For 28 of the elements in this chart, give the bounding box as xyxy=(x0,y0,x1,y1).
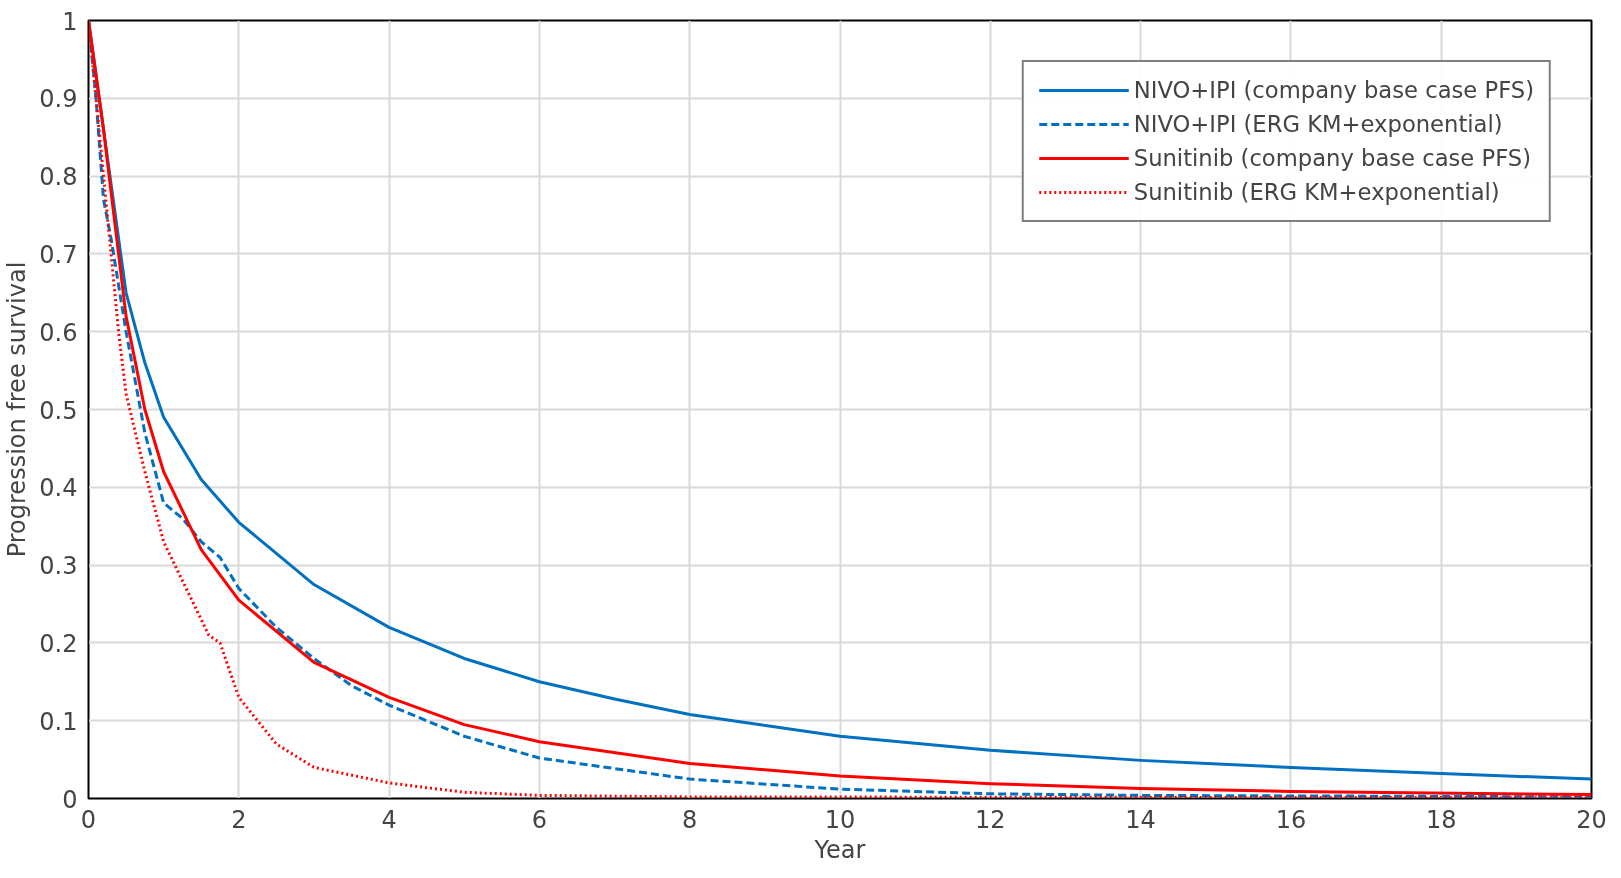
x-tick-label: 2 xyxy=(231,805,247,834)
legend-label: Sunitinib (ERG KM+exponential) xyxy=(1133,179,1500,205)
y-tick-label: 0.6 xyxy=(39,318,78,347)
y-tick-label: 0.9 xyxy=(39,85,78,114)
x-tick-label: 12 xyxy=(975,805,1006,834)
x-tick-label: 10 xyxy=(824,805,856,834)
legend-label: NIVO+IPI (company base case PFS) xyxy=(1133,77,1534,103)
y-tick-label: 0.8 xyxy=(39,163,78,192)
y-tick-label: 0.4 xyxy=(39,474,78,503)
x-tick-label: 18 xyxy=(1425,805,1457,834)
x-tick-label: 8 xyxy=(682,805,698,834)
x-tick-label: 4 xyxy=(381,805,397,834)
x-tick-label: 20 xyxy=(1576,805,1607,834)
x-tick-label: 0 xyxy=(80,805,97,834)
y-axis-title: Progression free survival xyxy=(3,261,32,558)
y-tick-label: 0.5 xyxy=(39,396,78,425)
x-tick-label: 14 xyxy=(1125,805,1156,834)
x-axis-title: Year xyxy=(813,835,866,864)
legend-label: NIVO+IPI (ERG KM+exponential) xyxy=(1133,111,1503,137)
legend-label: Sunitinib (company base case PFS) xyxy=(1133,145,1532,171)
y-tick-label: 0.1 xyxy=(39,707,78,736)
y-tick-label: 1 xyxy=(62,7,78,36)
y-tick-label: 0 xyxy=(62,785,78,814)
x-tick-label: 6 xyxy=(531,805,548,834)
y-tick-label: 0.3 xyxy=(39,552,78,581)
x-tick-label: 16 xyxy=(1275,805,1307,834)
y-tick-label: 0.7 xyxy=(39,240,78,269)
y-tick-label: 0.2 xyxy=(39,629,78,658)
